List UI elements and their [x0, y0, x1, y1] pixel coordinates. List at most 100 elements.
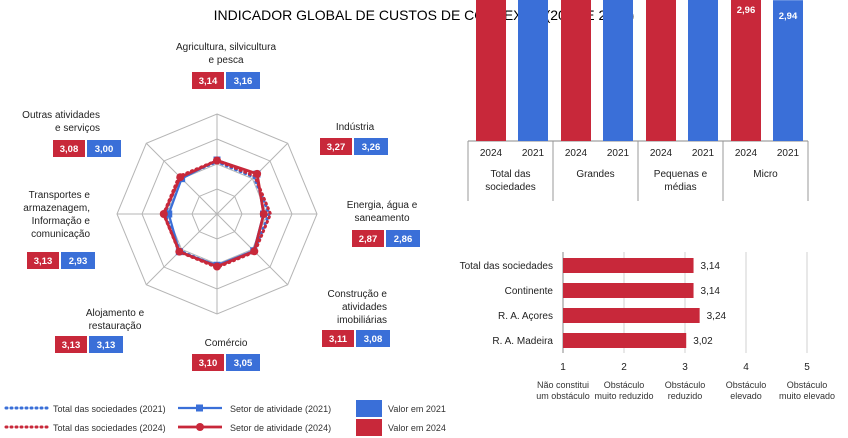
bar-2024	[476, 0, 506, 142]
radar-axis-label: Comércio	[205, 338, 248, 349]
value-label-2024: 2,87	[359, 234, 378, 245]
radar-axis-label: Indústria	[336, 122, 375, 133]
x-tick-label: 3	[682, 362, 688, 373]
bar-group-label: Micro	[753, 169, 778, 180]
bar-2021	[603, 0, 633, 141]
radar-axis-label: Transportes e	[29, 190, 91, 201]
x-tick-description: elevado	[730, 391, 762, 401]
radar-sector-2024-point	[159, 210, 168, 218]
legend-swatch-value-2024	[356, 419, 382, 436]
legend-swatch-value-2021	[356, 400, 382, 417]
region-label: Continente	[505, 286, 554, 297]
value-label-2024: 3,10	[199, 358, 218, 369]
legend-label: Setor de atividade (2021)	[230, 404, 331, 414]
value-label-2021: 3,00	[95, 144, 114, 155]
value-label-2021: 3,13	[97, 340, 116, 351]
bar-group-label: médias	[664, 182, 696, 193]
bar-group-label: sociedades	[485, 182, 536, 193]
legend-label: Total das sociedades (2021)	[53, 404, 166, 414]
value-box-2021	[226, 354, 260, 371]
radar-axis-label: Energia, água e	[347, 200, 418, 211]
x-tick-label: 2	[621, 362, 627, 373]
radar-axis-label: Construção e	[328, 289, 388, 300]
legend-label: Setor de atividade (2024)	[230, 423, 331, 433]
x-tick-description: Obstáculo	[726, 380, 767, 390]
bar-year-label: 2021	[692, 148, 715, 159]
x-tick-description: reduzido	[668, 391, 703, 401]
radar-sector-2024-point	[253, 169, 262, 178]
value-label-2021: 3,05	[234, 358, 253, 369]
bar-year-label: 2024	[480, 148, 503, 159]
value-box-2024	[192, 354, 224, 371]
bar-year-label: 2024	[565, 148, 588, 159]
value-box-2024	[53, 140, 85, 157]
value-label-2024: 3,13	[62, 340, 81, 351]
x-tick-description: Obstáculo	[665, 380, 706, 390]
region-bar	[563, 258, 694, 273]
radar-sector-2024-point	[259, 210, 268, 218]
value-box-2024	[192, 72, 224, 89]
bar-group-label: Pequenas e	[654, 169, 708, 180]
radar-axis-label: armazenagem,	[23, 203, 90, 214]
bar-year-label: 2024	[735, 148, 758, 159]
bar-value-label: 2,96	[737, 5, 756, 16]
value-label-2024: 3,14	[199, 76, 218, 87]
region-bar	[563, 333, 687, 348]
region-value-label: 3,02	[693, 336, 713, 347]
region-value-label: 3,24	[707, 311, 727, 322]
value-box-2024	[352, 230, 384, 247]
value-box-2021	[356, 330, 390, 347]
value-label-2021: 3,26	[362, 142, 381, 153]
bar-2021	[773, 0, 803, 142]
region-bar	[563, 308, 700, 323]
legend-label: Valor em 2021	[388, 404, 446, 414]
value-label-2024: 3,11	[329, 334, 348, 345]
region-value-label: 3,14	[701, 261, 721, 272]
radar-sector-2021-point	[165, 210, 173, 218]
radar-spoke	[216, 142, 289, 215]
radar-axis-label: imobiliárias	[337, 315, 387, 326]
size-bar-chart: 3,1420243,092021Total dassociedades3,132…	[467, 0, 809, 201]
value-box-2021	[386, 230, 420, 247]
value-box-2021	[89, 336, 123, 353]
legend-swatch-sector-2024-marker	[196, 423, 204, 431]
region-label: R. A. Madeira	[492, 336, 553, 347]
value-box-2021	[87, 140, 121, 157]
radar-sector-2024-point	[213, 262, 221, 271]
radar-sector-2024-point	[250, 247, 259, 256]
value-box-2021	[61, 252, 95, 269]
bar-2024	[646, 0, 676, 141]
x-tick-label: 1	[560, 362, 566, 373]
bar-value-label: 2,94	[779, 11, 798, 22]
x-tick-description: muito reduzido	[594, 391, 653, 401]
bar-2021	[688, 0, 718, 141]
radar-axis-label: comunicação	[31, 229, 90, 240]
bar-year-label: 2024	[650, 148, 673, 159]
radar-axis-label: e serviços	[55, 123, 100, 134]
sector-radar-chart: Agricultura, silvicultura e pesca 3,14 3,16…	[22, 42, 420, 371]
value-box-2024	[320, 138, 352, 155]
legend-label: Valor em 2024	[388, 423, 446, 433]
x-tick-description: muito elevado	[779, 391, 835, 401]
bar-2021	[518, 0, 548, 142]
bar-year-label: 2021	[777, 148, 800, 159]
radar-axis-label: Alojamento e	[86, 308, 145, 319]
value-label-2021: 3,08	[364, 334, 383, 345]
x-tick-description: Obstáculo	[604, 380, 645, 390]
value-label-2021: 3,16	[234, 76, 253, 87]
bar-group-label: Total das	[490, 169, 530, 180]
value-label-2024: 3,27	[327, 142, 346, 153]
radar-axis-label: Informação e	[32, 216, 91, 227]
region-label: R. A. Açores	[498, 311, 553, 322]
value-box-2024	[55, 336, 87, 353]
radar-axis-label: Outras atividades	[22, 110, 100, 121]
region-label: Total das sociedades	[460, 261, 553, 272]
value-box-2024	[27, 252, 59, 269]
radar-sector-2024-point	[175, 247, 184, 256]
x-tick-description: Obstáculo	[787, 380, 828, 390]
x-tick-description: Não constitui	[537, 380, 589, 390]
region-value-label: 3,14	[701, 286, 721, 297]
value-box-2021	[354, 138, 388, 155]
